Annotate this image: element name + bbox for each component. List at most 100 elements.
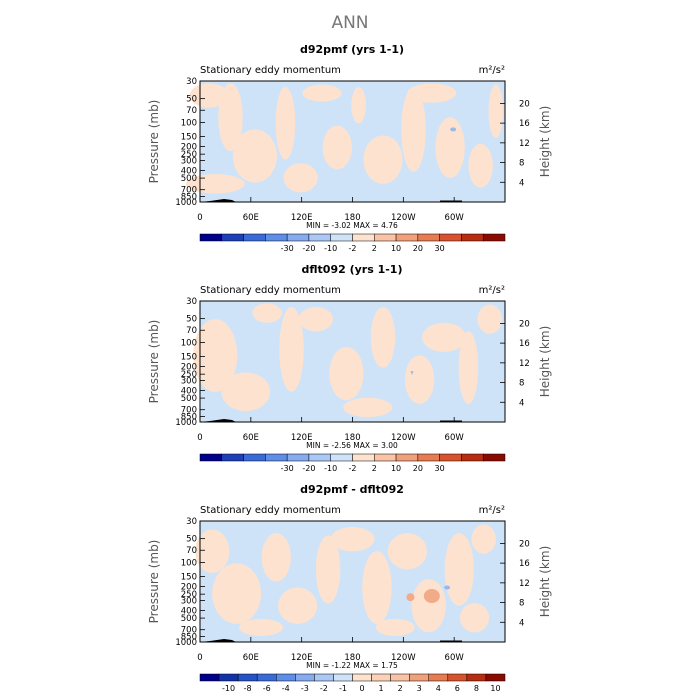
terrain bbox=[200, 419, 236, 422]
panel-2: dflt092 (yrs 1-1) Stationary eddy momentu… bbox=[147, 263, 552, 473]
colorbar-label: -30 bbox=[281, 244, 294, 253]
colorbar-swatch bbox=[199, 233, 223, 242]
field-positive-region bbox=[411, 579, 446, 633]
x-tick-label: 60W bbox=[445, 653, 465, 663]
y-tick-label-right: 12 bbox=[519, 139, 530, 149]
colorbar-swatch bbox=[286, 453, 310, 462]
x-tick-label: 0 bbox=[197, 653, 202, 663]
panel-title: dflt092 (yrs 1-1) bbox=[302, 263, 403, 276]
colorbar-swatch bbox=[314, 673, 334, 682]
field-positive-region bbox=[387, 533, 427, 570]
field-positive-region bbox=[363, 135, 403, 184]
field-positive-region bbox=[488, 84, 504, 138]
colorbar-swatch bbox=[276, 673, 296, 682]
field-positive-region bbox=[189, 83, 229, 108]
y-tick-label: 700 bbox=[181, 186, 197, 196]
y-tick-label: 850 bbox=[181, 192, 197, 202]
y-tick-label: 100 bbox=[181, 119, 197, 129]
colorbar-swatch bbox=[447, 673, 468, 682]
field-positive-region bbox=[239, 619, 283, 636]
colorbar-swatch bbox=[482, 453, 506, 462]
y-axis-label: Pressure (mb) bbox=[147, 540, 161, 624]
terrain bbox=[440, 640, 462, 642]
y-tick-label-right: 4 bbox=[519, 618, 524, 628]
colorbar-label: 6 bbox=[455, 684, 460, 693]
field-positive-region bbox=[471, 524, 496, 554]
panel-subtitle: Stationary eddy momentum bbox=[200, 505, 341, 516]
colorbar-label: -20 bbox=[302, 464, 315, 473]
colorbar-swatch bbox=[352, 453, 375, 462]
y-tick-label-right: 8 bbox=[519, 599, 524, 609]
colorbar-label: -4 bbox=[282, 684, 290, 693]
y-tick-label-right: 20 bbox=[519, 319, 530, 329]
colorbar-swatch bbox=[199, 673, 220, 682]
field-positive-region bbox=[261, 533, 291, 582]
field-positive-region bbox=[275, 87, 296, 160]
colorbar-label: -2 bbox=[349, 464, 357, 473]
panel-3: d92pmf - dflt092 Stationary eddy momentum… bbox=[147, 483, 552, 693]
y-axis-label-right: Height (km) bbox=[538, 326, 552, 397]
panel-subtitle: Stationary eddy momentum bbox=[200, 285, 341, 296]
panel-units: m²/s² bbox=[479, 65, 505, 76]
colorbar-swatch bbox=[333, 673, 353, 682]
colorbar-label: 2 bbox=[372, 464, 377, 473]
field-positive-region bbox=[404, 355, 435, 404]
x-tick-label: 120W bbox=[391, 433, 416, 443]
colorbar-swatch bbox=[409, 673, 429, 682]
y-tick-label-right: 20 bbox=[519, 539, 530, 549]
x-tick-label: 0 bbox=[197, 213, 202, 223]
field-negative-spot bbox=[444, 585, 451, 590]
x-tick-label: 120W bbox=[391, 213, 416, 223]
colorbar-label: -6 bbox=[263, 684, 271, 693]
field-positive-region bbox=[329, 346, 364, 401]
y-tick-label: 250 bbox=[181, 590, 197, 600]
colorbar-swatch bbox=[286, 233, 310, 242]
field-positive-region bbox=[401, 87, 426, 172]
colorbar-label: -20 bbox=[302, 244, 315, 253]
y-tick-label: 200 bbox=[181, 142, 197, 152]
y-tick-label: 30 bbox=[186, 297, 197, 307]
field-positive-region bbox=[477, 304, 502, 334]
y-tick-label: 250 bbox=[181, 150, 197, 160]
colorbar-swatch bbox=[439, 453, 462, 462]
field-positive-region bbox=[278, 587, 318, 624]
field-positive-region bbox=[444, 533, 474, 606]
colorbar-swatch bbox=[395, 453, 419, 462]
field-positive-region bbox=[435, 117, 465, 178]
colorbar-label: -2 bbox=[320, 684, 328, 693]
colorbar-swatch bbox=[218, 673, 239, 682]
y-tick-label: 100 bbox=[181, 339, 197, 349]
y-tick-label: 400 bbox=[181, 606, 197, 616]
field-negative-spot bbox=[410, 371, 414, 376]
y-tick-label: 50 bbox=[186, 95, 197, 105]
colorbar-swatch bbox=[243, 233, 266, 242]
colorbar-swatch bbox=[352, 673, 372, 682]
colorbar-swatch bbox=[374, 453, 397, 462]
y-tick-label-right: 12 bbox=[519, 359, 530, 369]
colorbar-swatch bbox=[199, 453, 223, 462]
y-tick-label-right: 8 bbox=[519, 159, 524, 169]
field-positive-region bbox=[232, 129, 277, 183]
colorbar-label: 0 bbox=[359, 684, 364, 693]
y-axis-label-right: Height (km) bbox=[538, 106, 552, 177]
field-positive-region bbox=[322, 125, 352, 170]
y-tick-label: 300 bbox=[181, 156, 197, 166]
y-tick-label: 700 bbox=[181, 626, 197, 636]
y-tick-label: 300 bbox=[181, 596, 197, 606]
colorbar-swatch bbox=[295, 673, 315, 682]
colorbar-label: 8 bbox=[474, 684, 479, 693]
x-tick-label: 60E bbox=[243, 653, 259, 663]
min-max-stats: MIN = -3.02 MAX = 4.76 bbox=[306, 221, 398, 230]
field-positive-region bbox=[283, 163, 318, 193]
field-positive-region bbox=[375, 619, 415, 636]
y-axis-label-right: Height (km) bbox=[538, 546, 552, 617]
field-positive-region bbox=[195, 529, 230, 574]
colorbar-swatch bbox=[243, 453, 266, 462]
panel-title: d92pmf - dflt092 bbox=[300, 483, 404, 496]
field-positive-region bbox=[252, 303, 282, 323]
colorbar-label: -3 bbox=[301, 684, 309, 693]
colorbar-label: -10 bbox=[324, 244, 337, 253]
colorbar-label: 1 bbox=[379, 684, 384, 693]
x-tick-label: 120E bbox=[291, 653, 313, 663]
y-tick-label: 70 bbox=[186, 546, 197, 556]
